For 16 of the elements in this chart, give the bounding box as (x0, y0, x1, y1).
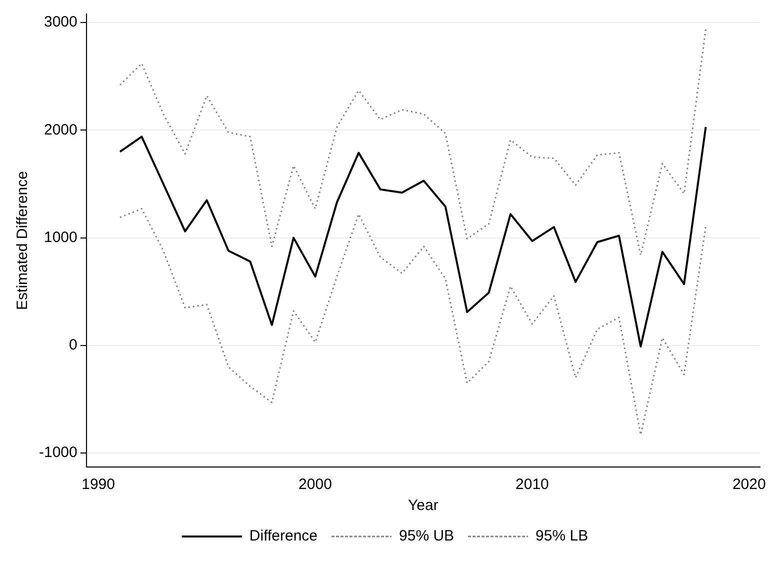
line-series (119, 28, 707, 256)
y-tick-label: 0 (69, 336, 78, 354)
x-axis-title: Year (408, 497, 438, 514)
y-tick-label: 3000 (44, 14, 78, 31)
x-tick-label: 2020 (732, 476, 766, 494)
legend-label: Difference (249, 528, 318, 545)
y-axis-title: Estimated Difference (14, 171, 32, 310)
x-tick-label: 1990 (82, 476, 115, 494)
x-tick-label: 2010 (516, 476, 549, 494)
x-tick-label: 2000 (298, 476, 332, 494)
y-tick-label: 1000 (44, 228, 78, 246)
line-series (119, 208, 707, 436)
legend-label: 95% UB (399, 528, 454, 545)
legend-label: 95% LB (536, 528, 588, 545)
y-tick-label: 2000 (44, 121, 78, 138)
y-tick-label: -1000 (38, 444, 78, 462)
